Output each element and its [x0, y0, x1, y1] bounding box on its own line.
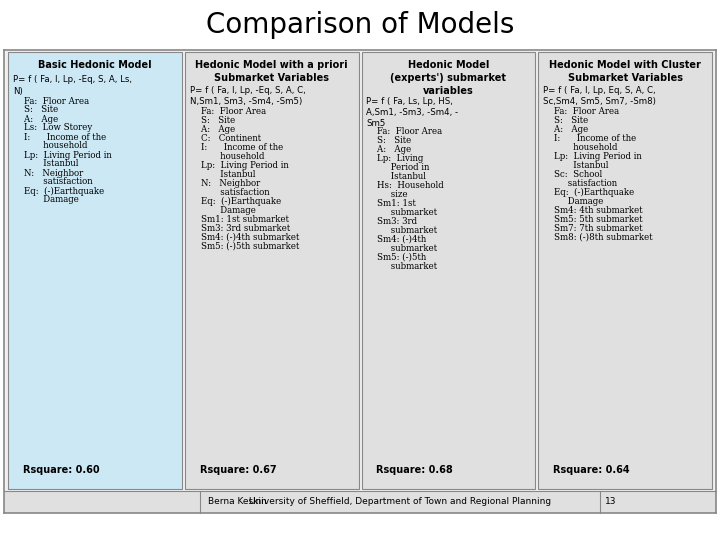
Text: Sm5: (-)5th submarket: Sm5: (-)5th submarket — [190, 242, 299, 251]
Text: Istanbul: Istanbul — [366, 172, 426, 181]
Text: Fa:  Floor Area: Fa: Floor Area — [544, 107, 619, 116]
Text: Hs:  Household: Hs: Household — [366, 181, 444, 190]
Text: Period in: Period in — [366, 163, 430, 172]
Text: Hedonic Model
(experts') submarket
variables: Hedonic Model (experts') submarket varia… — [390, 60, 506, 96]
Text: Sm1: 1st submarket: Sm1: 1st submarket — [190, 215, 289, 224]
Text: household: household — [13, 141, 88, 151]
Bar — [8, 52, 181, 489]
Text: Istanbul: Istanbul — [544, 161, 608, 170]
Text: Sc:  School: Sc: School — [544, 170, 603, 179]
Text: A:   Age: A: Age — [190, 125, 235, 134]
Text: Damage: Damage — [13, 195, 79, 205]
Bar — [4, 491, 716, 513]
Text: C:   Continent: C: Continent — [190, 134, 261, 143]
Text: 13: 13 — [605, 497, 616, 507]
Text: Eq:  (-)Earthquake: Eq: (-)Earthquake — [190, 197, 281, 206]
Bar — [539, 52, 712, 489]
Text: N:   Neighbor: N: Neighbor — [13, 168, 84, 178]
Text: satisfaction: satisfaction — [544, 179, 617, 188]
Bar — [0, 0, 720, 50]
Text: A:   Age: A: Age — [366, 145, 412, 154]
Text: satisfaction: satisfaction — [190, 188, 269, 197]
Text: S:   Site: S: Site — [544, 116, 588, 125]
Text: Istanbul: Istanbul — [190, 170, 256, 179]
Text: Rsquare: 0.64: Rsquare: 0.64 — [553, 465, 630, 475]
Text: satisfaction: satisfaction — [13, 178, 93, 186]
Text: Lp:  Living Period in: Lp: Living Period in — [13, 151, 112, 159]
Text: S:   Site: S: Site — [366, 136, 412, 145]
Text: Lp:  Living Period in: Lp: Living Period in — [190, 161, 289, 170]
Text: I:      Income of the: I: Income of the — [13, 132, 107, 141]
Text: Sm8: (-)8th submarket: Sm8: (-)8th submarket — [544, 233, 653, 242]
Text: Rsquare: 0.60: Rsquare: 0.60 — [23, 465, 99, 475]
Text: Eq:  (-)Earthquake: Eq: (-)Earthquake — [544, 188, 634, 197]
Text: Fa:  Floor Area: Fa: Floor Area — [190, 107, 266, 116]
Text: P= f ( Fa, Ls, Lp, HS,
A,Sm1, -Sm3, -Sm4, -
Sm5: P= f ( Fa, Ls, Lp, HS, A,Sm1, -Sm3, -Sm4… — [366, 97, 459, 127]
Text: submarket: submarket — [366, 226, 438, 235]
Text: I:      Income of the: I: Income of the — [190, 143, 283, 152]
Text: University of Sheffield, Department of Town and Regional Planning: University of Sheffield, Department of T… — [249, 497, 551, 507]
Text: submarket: submarket — [366, 244, 438, 253]
Text: Sm3: 3rd submarket: Sm3: 3rd submarket — [190, 224, 290, 233]
Text: household: household — [544, 143, 618, 152]
Text: Sm4: (-)4th: Sm4: (-)4th — [366, 235, 427, 244]
Text: P= f ( Fa, I, Lp, Eq, S, A, C,
Sc,Sm4, Sm5, Sm7, -Sm8): P= f ( Fa, I, Lp, Eq, S, A, C, Sc,Sm4, S… — [544, 86, 656, 106]
Text: P= f ( Fa, I, Lp, -Eq, S, A, C,
N,Sm1, Sm3, -Sm4, -Sm5): P= f ( Fa, I, Lp, -Eq, S, A, C, N,Sm1, S… — [190, 86, 305, 106]
Text: Sm4: (-)4th submarket: Sm4: (-)4th submarket — [190, 233, 299, 242]
Text: Sm3: 3rd: Sm3: 3rd — [366, 217, 418, 226]
Bar — [4, 50, 716, 513]
Text: Berna Keskin: Berna Keskin — [208, 497, 266, 507]
Text: Damage: Damage — [190, 206, 256, 215]
Text: Sm5: (-)5th: Sm5: (-)5th — [366, 253, 427, 262]
Text: Sm5: 5th submarket: Sm5: 5th submarket — [544, 215, 643, 224]
Text: submarket: submarket — [366, 262, 438, 271]
Text: P= f ( Fa, I, Lp, -Eq, S, A, Ls,
N): P= f ( Fa, I, Lp, -Eq, S, A, Ls, N) — [13, 76, 132, 96]
Text: Hedonic Model with a priori
Submarket Variables: Hedonic Model with a priori Submarket Va… — [195, 60, 348, 83]
Text: N:   Neighbor: N: Neighbor — [190, 179, 260, 188]
Text: Lp:  Living: Lp: Living — [366, 154, 424, 163]
Text: Damage: Damage — [544, 197, 603, 206]
Text: A:   Age: A: Age — [544, 125, 588, 134]
Text: Lp:  Living Period in: Lp: Living Period in — [544, 152, 642, 161]
Text: S:   Site: S: Site — [13, 105, 58, 114]
Text: I:      Income of the: I: Income of the — [544, 134, 636, 143]
Bar — [361, 52, 535, 489]
Text: Rsquare: 0.67: Rsquare: 0.67 — [199, 465, 276, 475]
Text: Comparison of Models: Comparison of Models — [206, 11, 514, 39]
Text: Sm1: 1st: Sm1: 1st — [366, 199, 416, 208]
Text: S:   Site: S: Site — [190, 116, 235, 125]
Text: Sm7: 7th submarket: Sm7: 7th submarket — [544, 224, 643, 233]
Text: household: household — [190, 152, 264, 161]
Text: submarket: submarket — [366, 208, 438, 217]
Text: Hedonic Model with Cluster
Submarket Variables: Hedonic Model with Cluster Submarket Var… — [549, 60, 701, 83]
Text: Sm4: 4th submarket: Sm4: 4th submarket — [544, 206, 643, 215]
Text: Basic Hedonic Model: Basic Hedonic Model — [38, 60, 152, 70]
Text: Fa:  Floor Area: Fa: Floor Area — [366, 127, 443, 136]
Text: Eq:  (-)Earthquake: Eq: (-)Earthquake — [13, 186, 104, 195]
Bar — [185, 52, 359, 489]
Text: A:   Age: A: Age — [13, 114, 58, 124]
Text: Istanbul: Istanbul — [13, 159, 78, 168]
Text: Fa:  Floor Area: Fa: Floor Area — [13, 97, 89, 105]
Text: Ls:  Low Storey: Ls: Low Storey — [13, 124, 92, 132]
Text: Rsquare: 0.68: Rsquare: 0.68 — [377, 465, 454, 475]
Text: size: size — [366, 190, 408, 199]
